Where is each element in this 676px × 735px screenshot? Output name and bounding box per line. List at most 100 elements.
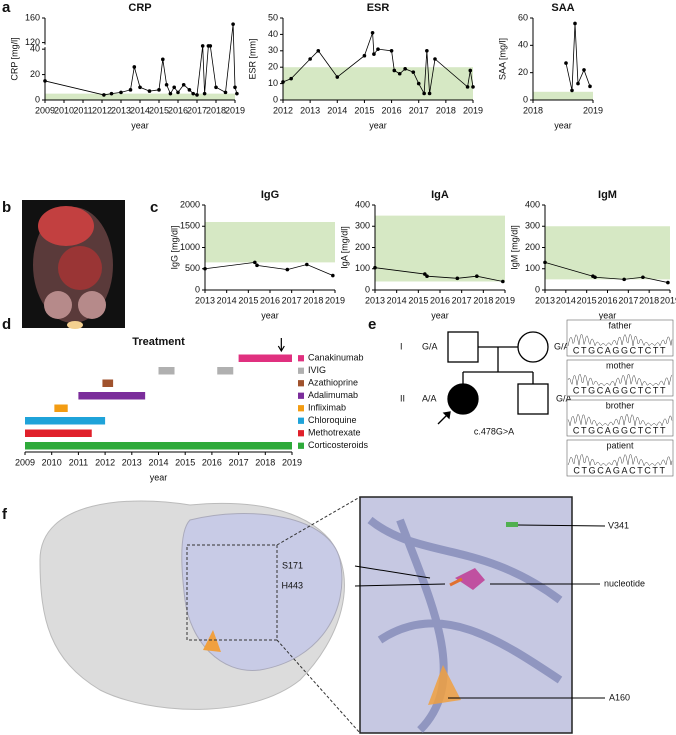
normal-range — [545, 226, 670, 280]
data-point — [203, 266, 207, 271]
trace-line — [567, 413, 673, 427]
data-point — [471, 85, 475, 89]
generation-label: II — [400, 393, 405, 403]
y-axis-label: ESR [mm] — [247, 38, 257, 79]
data-point — [335, 75, 340, 79]
sequence: CTGCAGGCTCTT — [573, 425, 667, 435]
x-tick-label: 2014 — [327, 105, 347, 115]
y-tick-label: 0 — [35, 94, 40, 104]
data-point — [455, 276, 460, 281]
data-point — [588, 84, 592, 89]
y-tick-label: 0 — [195, 284, 200, 294]
x-tick-label: 2014 — [130, 105, 150, 115]
x-tick-label: 2019 — [282, 457, 302, 467]
treatment-bar — [25, 417, 106, 425]
data-point — [376, 47, 380, 51]
data-line — [44, 24, 238, 96]
data-point — [427, 91, 432, 96]
data-point — [411, 70, 416, 74]
treatment-bar — [78, 392, 146, 400]
data-point — [362, 53, 367, 58]
data-point — [233, 85, 237, 90]
data-point — [176, 90, 180, 95]
data-point — [289, 76, 293, 81]
trace-name: brother — [606, 400, 635, 410]
y-tick-label: 50 — [268, 12, 278, 22]
data-point — [570, 88, 574, 93]
x-tick-label: 2009 — [15, 457, 35, 467]
trace-name: patient — [606, 440, 634, 450]
data-point — [231, 22, 235, 26]
generation-label: I — [400, 341, 403, 351]
x-tick-label: 2016 — [260, 295, 280, 305]
x-tick-label: 2018 — [639, 295, 659, 305]
trace-box — [566, 439, 674, 477]
residue-label: nucleotide — [604, 578, 645, 588]
y-tick-label: 60 — [518, 12, 528, 22]
x-tick-label: 2019 — [325, 295, 345, 305]
data-point — [164, 82, 169, 87]
chart-title: IgA — [431, 189, 449, 201]
x-tick-label: 2011 — [73, 105, 92, 115]
data-point — [397, 71, 402, 76]
sequence: CTGCAGGCTCTT — [573, 345, 667, 355]
data-point — [128, 88, 133, 92]
x-tick-label: 2013 — [365, 295, 385, 305]
y-tick-label: 300 — [355, 221, 370, 231]
y-tick-label: 400 — [355, 199, 370, 209]
panel-label: c — [150, 199, 158, 216]
y-tick-label: 0 — [273, 94, 278, 104]
x-tick-label: 2015 — [577, 295, 597, 305]
x-tick-label: 2019 — [495, 295, 515, 305]
data-line — [204, 261, 333, 276]
legend-swatch — [298, 442, 304, 449]
data-point — [573, 21, 577, 26]
data-point — [403, 67, 407, 71]
data-point — [593, 275, 597, 280]
y-axis-label: CRP [mg/l] — [9, 37, 19, 80]
legend-label: Azathioprine — [308, 378, 358, 388]
x-tick-label: 2016 — [168, 105, 188, 115]
treatment-bar — [158, 367, 175, 375]
panel-label: a — [2, 0, 11, 16]
trace-line — [567, 333, 673, 347]
y-axis-label: IgM [mg/dl] — [509, 225, 519, 270]
x-tick-label: 2013 — [111, 105, 131, 115]
legend-label: Methotrexate — [308, 428, 361, 438]
chromatogram: patient CTGCAGACTCTT — [566, 439, 674, 477]
data-point — [543, 260, 547, 265]
data-point — [109, 91, 114, 96]
pet-ct-image — [22, 200, 125, 329]
x-tick-label: 2016 — [382, 105, 402, 115]
data-point — [138, 85, 142, 90]
variant-label: c.478G>A — [474, 426, 514, 436]
data-point — [425, 49, 429, 53]
treatment-bar — [25, 429, 92, 437]
y-tick-label: 0 — [523, 94, 528, 104]
legend-swatch — [298, 367, 304, 374]
trace-name: mother — [606, 360, 634, 370]
legend-label: Canakinumab — [308, 353, 364, 363]
x-tick-label: 2013 — [300, 105, 320, 115]
y-axis-label: IgG [mg/dl] — [169, 225, 179, 269]
data-point — [281, 80, 285, 84]
panel-label: f — [2, 506, 8, 523]
chromatogram: brother CTGCAGGCTCTT — [566, 399, 674, 437]
data-point — [181, 82, 186, 87]
x-tick-label: 2011 — [69, 457, 88, 467]
y-tick-label: 300 — [525, 221, 540, 231]
legend-label: Adalimumab — [308, 390, 358, 400]
data-point — [641, 275, 645, 280]
y-axis-label: SAA [mg/l] — [497, 38, 507, 80]
data-point — [576, 81, 580, 86]
x-tick-label: 2010 — [54, 105, 74, 115]
y-tick-label: 200 — [355, 242, 370, 252]
chart-title: IgM — [598, 189, 617, 201]
x-tick-label: 2012 — [92, 105, 112, 115]
x-tick-label: 2018 — [523, 105, 543, 115]
legend-label: IVIG — [308, 365, 326, 375]
residue-label: S171 — [282, 560, 303, 570]
data-point — [285, 267, 290, 272]
data-point — [187, 88, 192, 92]
data-point — [119, 90, 123, 95]
